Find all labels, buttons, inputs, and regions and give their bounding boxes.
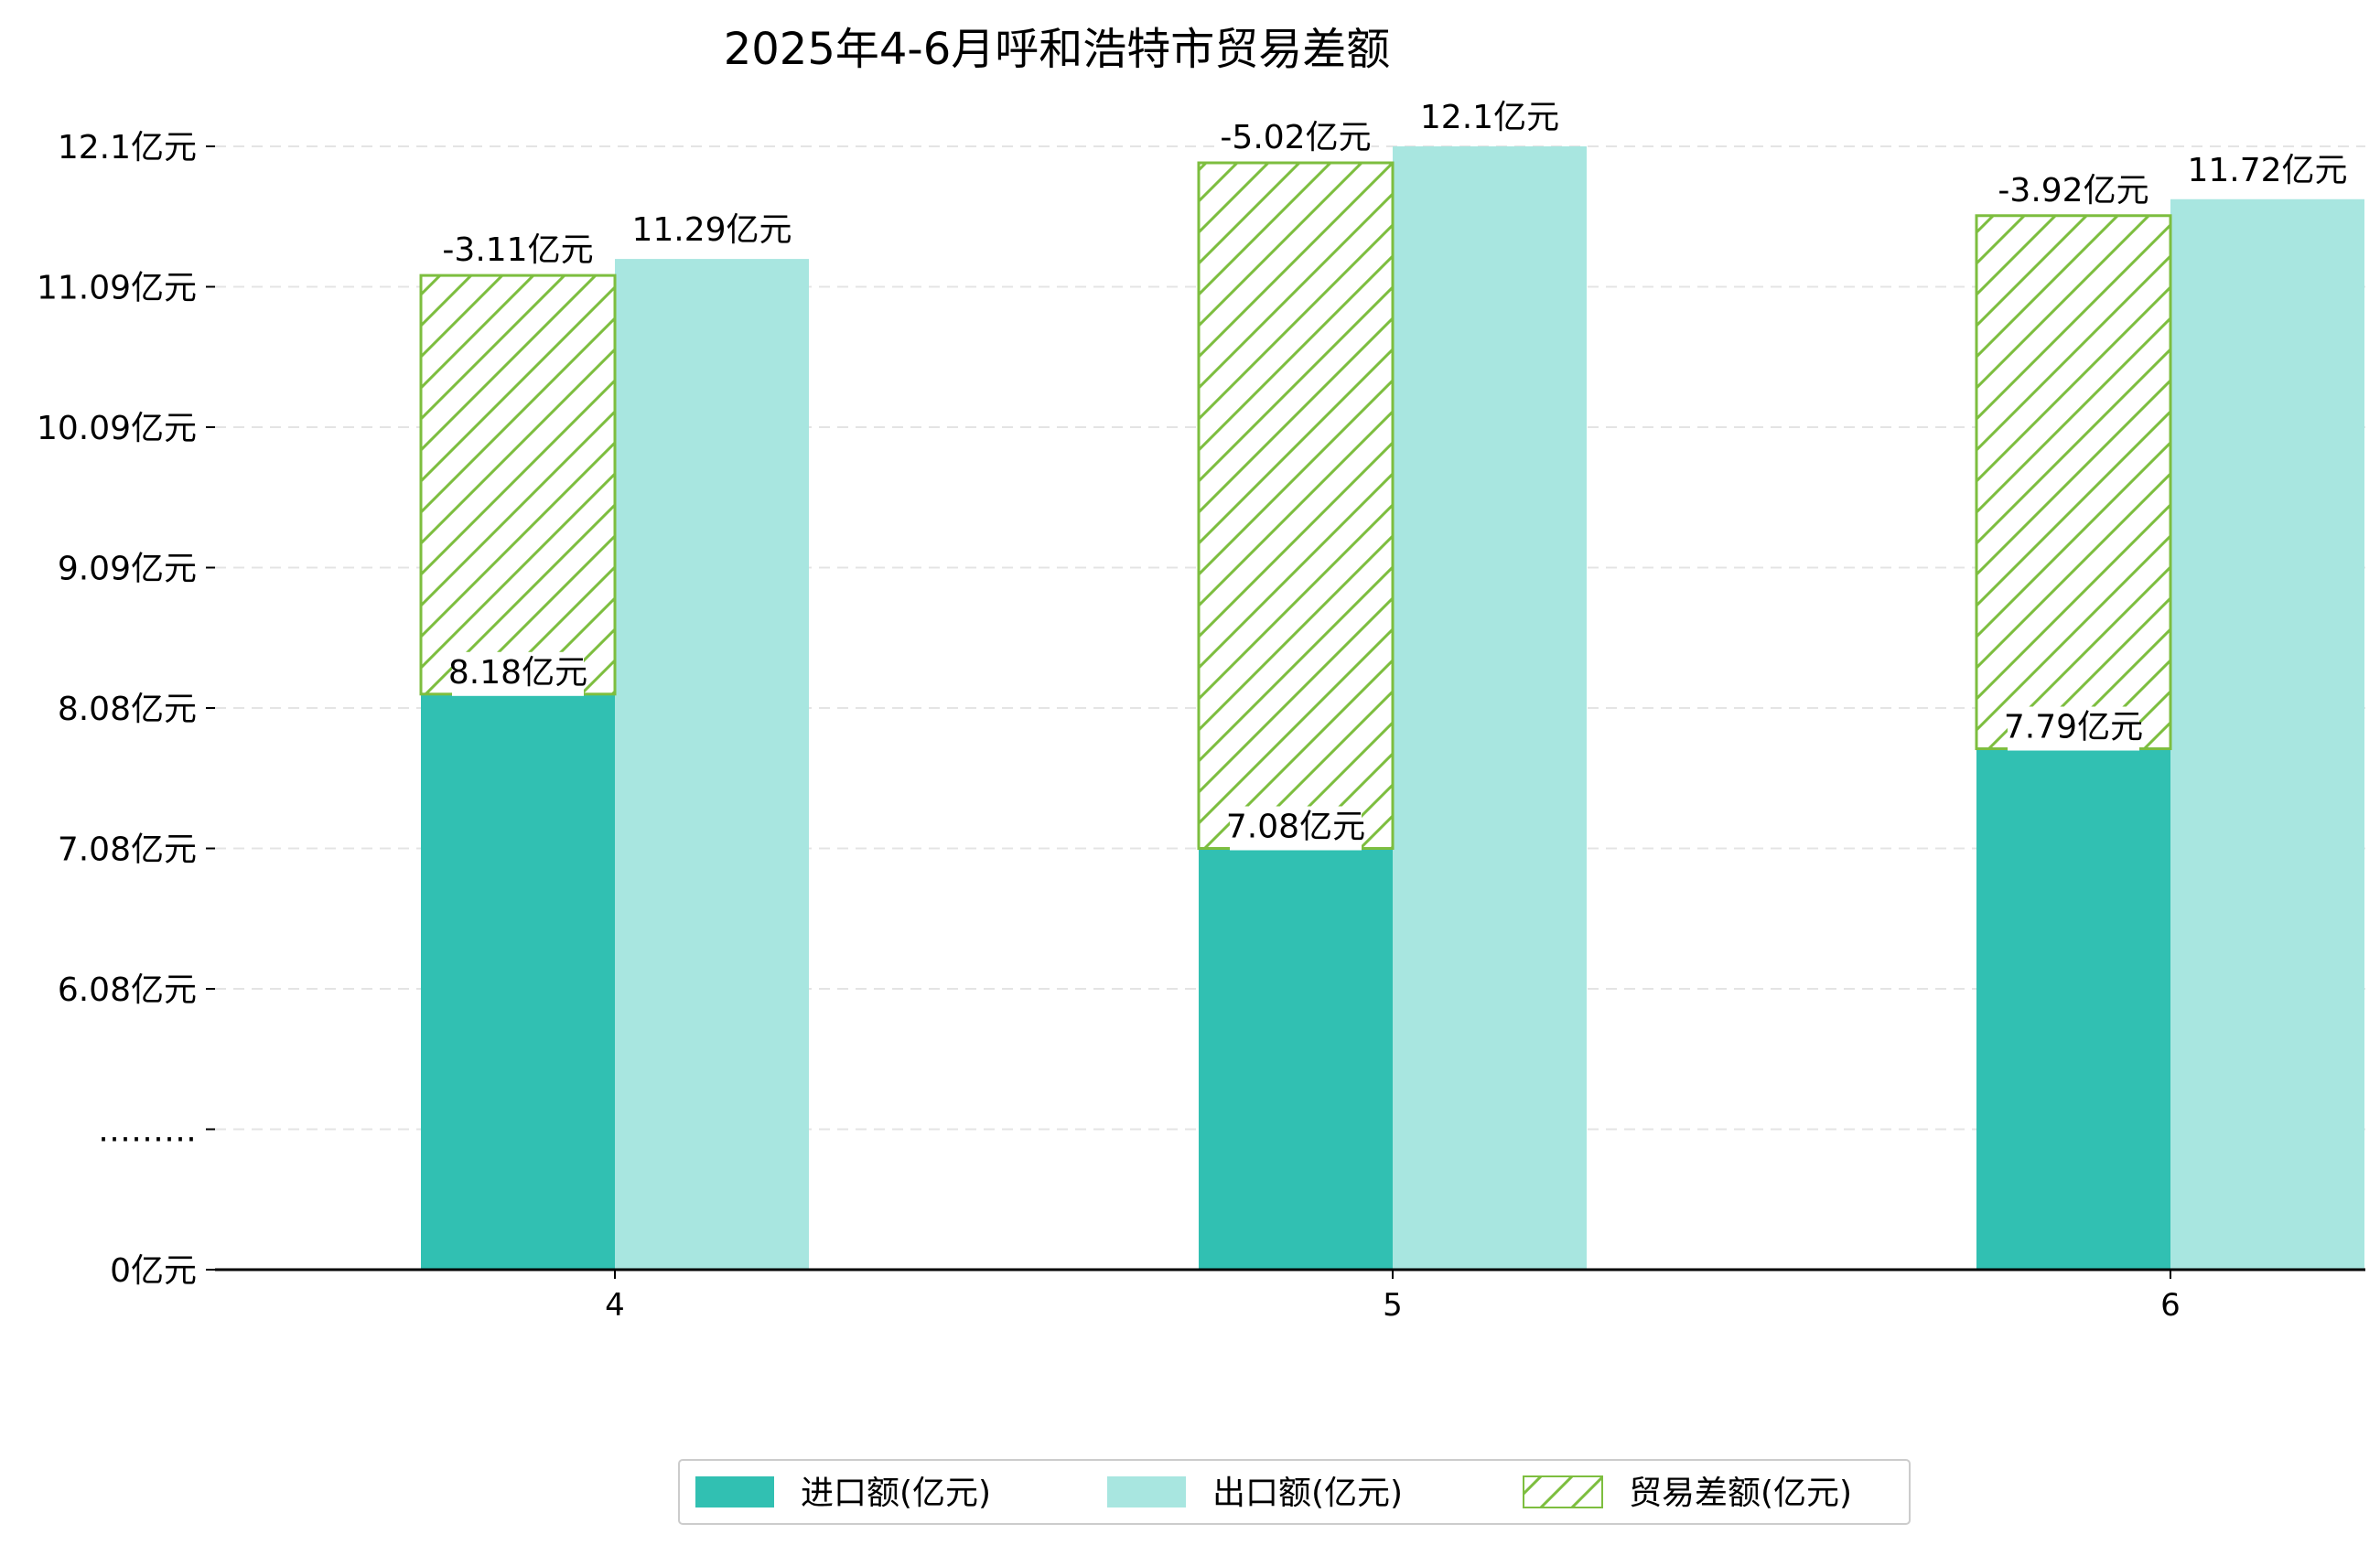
y-tick-label: 6.08亿元 bbox=[58, 971, 197, 1009]
export-legend-swatch bbox=[1107, 1476, 1186, 1507]
axes: 0亿元 ……… 6.08亿元 7.08亿元 8.08亿元 9.09亿元 10.09亿元 11.… bbox=[37, 129, 2365, 1324]
y-tick-label: 7.08亿元 bbox=[58, 832, 197, 869]
data-labels: 8.18亿元 11.29亿元 -3.11亿元 7.08亿元 12.1亿元 -5.02亿元 7… bbox=[442, 97, 2348, 851]
export-value-label-bg bbox=[2192, 149, 2343, 194]
y-tick-label: 8.08亿元 bbox=[58, 691, 197, 728]
import-value-label-bg bbox=[452, 651, 584, 696]
import-value-label: 8.18亿元 bbox=[448, 654, 587, 692]
export-value-label: 12.1亿元 bbox=[1420, 99, 1559, 136]
balance-bar bbox=[1975, 214, 2172, 751]
export-bar bbox=[2170, 198, 2364, 1271]
balance-value-label: -3.92亿元 bbox=[1998, 172, 2148, 209]
import-value-label-bg bbox=[2008, 706, 2139, 751]
y-tick-label: 9.09亿元 bbox=[58, 551, 197, 588]
balance-legend-swatch bbox=[1523, 1475, 1603, 1508]
balance-value-label-bg bbox=[1220, 117, 1372, 161]
y-tick-label: 10.09亿元 bbox=[37, 410, 197, 447]
import-bar bbox=[1199, 848, 1393, 1270]
legend: 进口额(亿元) 出口额(亿元) 贸易差额(亿元) bbox=[678, 1459, 1911, 1525]
x-tick-label: 6 bbox=[2160, 1287, 2181, 1324]
balance-legend-label: 贸易差额(亿元) bbox=[1629, 1475, 1852, 1512]
import-value-label: 7.08亿元 bbox=[1226, 809, 1365, 846]
import-value-label-bg bbox=[1230, 806, 1362, 851]
y-tick-label: 12.1亿元 bbox=[58, 129, 197, 166]
export-value-label: 11.72亿元 bbox=[2187, 152, 2347, 189]
x-tick-label: 5 bbox=[1383, 1287, 1403, 1324]
balance-bar bbox=[419, 274, 617, 696]
export-bar bbox=[615, 259, 809, 1270]
balance-value-label: -5.02亿元 bbox=[1220, 119, 1371, 156]
y-tick-label: ……… bbox=[98, 1112, 197, 1150]
import-bar bbox=[1976, 748, 2170, 1270]
y-tick-label: 0亿元 bbox=[110, 1252, 197, 1290]
chart-title: 2025年4-6月呼和浩特市贸易差额 bbox=[724, 24, 1391, 75]
balance-value-label-bg bbox=[442, 230, 594, 274]
balance-value-label: -3.11亿元 bbox=[442, 231, 593, 269]
balance-value-label-bg bbox=[1998, 169, 2149, 214]
y-tick-label: 11.09亿元 bbox=[37, 270, 197, 307]
export-bar bbox=[1393, 146, 1587, 1270]
balance-bar bbox=[1197, 161, 1395, 850]
export-value-label-bg bbox=[1424, 97, 1556, 141]
bars bbox=[419, 146, 2364, 1271]
export-legend-label: 出口额(亿元) bbox=[1212, 1475, 1403, 1512]
import-bar bbox=[421, 693, 615, 1270]
export-value-label: 11.29亿元 bbox=[631, 211, 792, 249]
import-value-label: 7.79亿元 bbox=[2004, 709, 2143, 746]
export-value-label-bg bbox=[636, 209, 788, 254]
import-legend-label: 进口额(亿元) bbox=[801, 1475, 991, 1512]
x-tick-label: 4 bbox=[605, 1287, 625, 1324]
import-legend-swatch bbox=[695, 1476, 774, 1507]
